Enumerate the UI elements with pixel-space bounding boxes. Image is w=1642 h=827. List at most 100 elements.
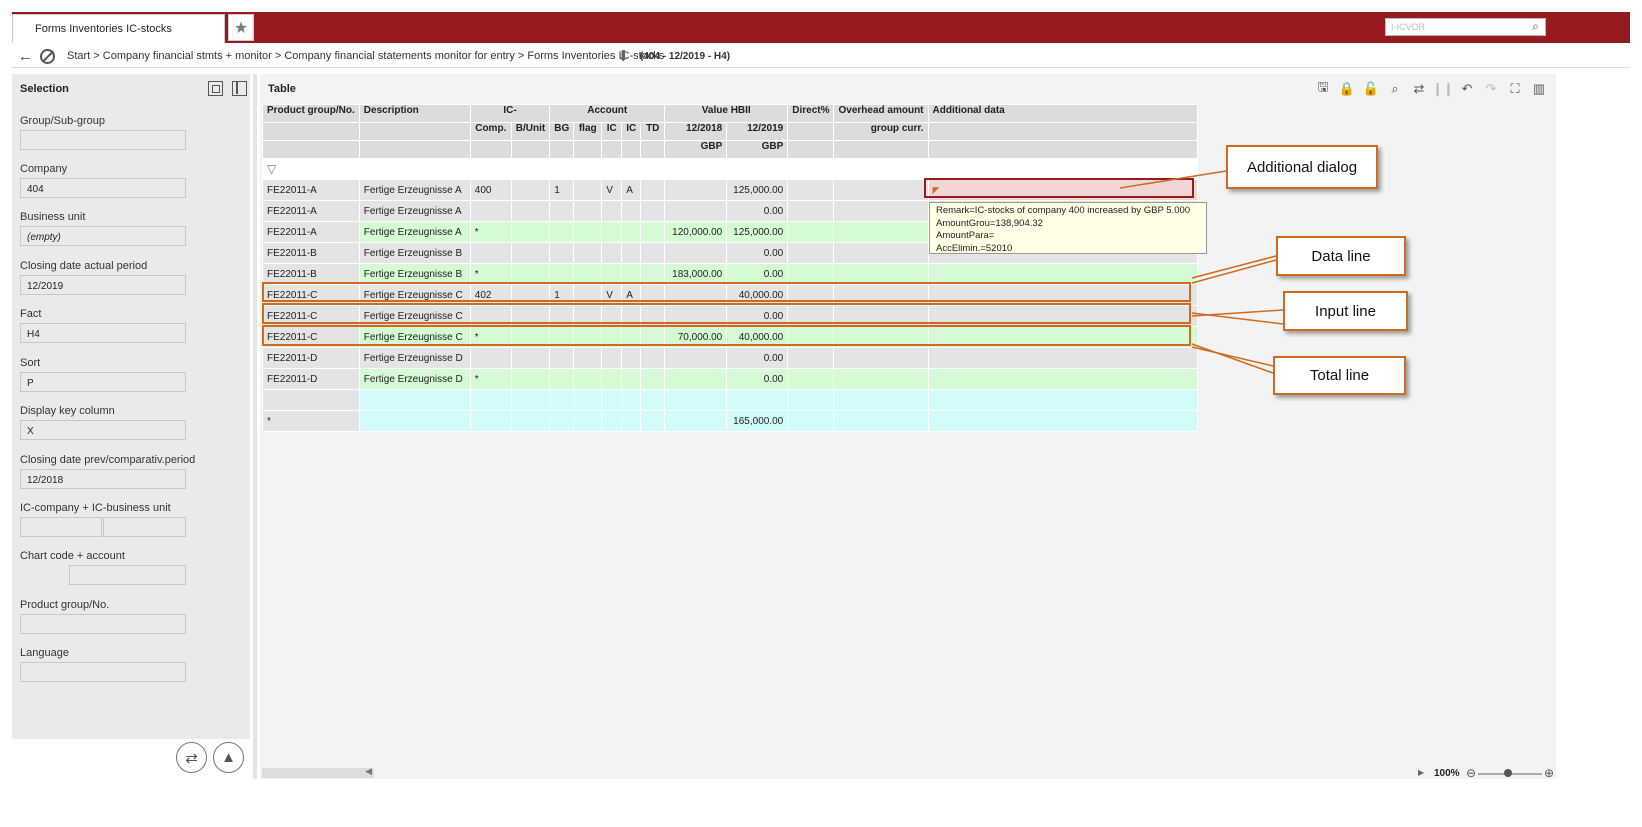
cell-v2019[interactable]: 0.00 <box>726 242 789 264</box>
cell-comp[interactable] <box>469 305 512 327</box>
search-input[interactable]: I-ICVOR ⌕ <box>1385 18 1546 36</box>
cell-v2018[interactable]: 120,000.00 <box>664 221 728 243</box>
header-comp[interactable]: Comp. <box>469 122 512 141</box>
refresh-icon[interactable]: ⇄ <box>1413 81 1425 96</box>
cell-direct[interactable] <box>787 263 835 285</box>
cell-desc[interactable]: Fertige Erzeugnisse A <box>358 221 471 243</box>
cell-flag[interactable] <box>573 179 603 201</box>
company-field[interactable]: 404 <box>20 178 186 198</box>
cell-ic2[interactable] <box>621 326 642 348</box>
cell-comp[interactable] <box>469 242 512 264</box>
cell-v2019[interactable]: 125,000.00 <box>726 179 789 201</box>
table-row[interactable] <box>262 389 1198 411</box>
cell-bunit[interactable] <box>510 410 551 432</box>
fact-field[interactable]: H4 <box>20 323 186 343</box>
cell-v2018[interactable] <box>664 179 728 201</box>
cell-desc[interactable]: Fertige Erzeugnisse D <box>358 368 471 390</box>
cell-v2018[interactable] <box>664 368 728 390</box>
cell-bg[interactable] <box>549 389 575 411</box>
download-arrow-icon[interactable]: ⬇ <box>617 48 630 65</box>
header-2018[interactable]: 12/2018 <box>664 122 728 141</box>
lock-icon[interactable]: 🔒 <box>1338 81 1356 96</box>
cell-desc[interactable]: Fertige Erzeugnisse D <box>358 347 471 369</box>
cell-bg[interactable] <box>549 242 575 264</box>
cell-ic1[interactable] <box>601 410 623 432</box>
redo-icon[interactable]: ↷ <box>1485 81 1497 96</box>
display-key-field[interactable]: X <box>20 420 186 440</box>
cell-flag[interactable] <box>573 410 603 432</box>
undo-icon[interactable]: ↶ <box>1461 81 1473 96</box>
header-group-curr[interactable]: group curr. <box>833 122 929 141</box>
cell-product[interactable]: FE22011-A <box>262 221 360 243</box>
table-row[interactable]: FE22011-C Fertige Erzeugnisse C * 70,000.00… <box>262 326 1198 348</box>
cell-direct[interactable] <box>787 389 835 411</box>
cell-desc[interactable]: Fertige Erzeugnisse C <box>358 305 471 327</box>
cell-direct[interactable] <box>787 242 835 264</box>
cell-flag[interactable] <box>573 263 603 285</box>
header-ic[interactable]: IC- <box>469 104 551 123</box>
cell-additional[interactable] <box>927 326 1198 348</box>
cell-ic2[interactable] <box>621 389 642 411</box>
tab-forms-inventories[interactable]: Forms Inventories IC-stocks <box>12 14 225 43</box>
language-field[interactable] <box>20 662 186 682</box>
cell-overhead[interactable] <box>833 242 929 264</box>
cell-product[interactable] <box>262 389 360 411</box>
cell-v2018[interactable] <box>664 410 728 432</box>
cell-overhead[interactable] <box>833 389 929 411</box>
cell-ic2[interactable] <box>621 200 642 222</box>
cell-bg[interactable] <box>549 347 575 369</box>
cell-td[interactable] <box>640 221 666 243</box>
cell-ic2[interactable] <box>621 368 642 390</box>
cell-ic1[interactable] <box>601 305 623 327</box>
cell-td[interactable] <box>640 410 666 432</box>
cell-bunit[interactable] <box>510 179 551 201</box>
cell-direct[interactable] <box>787 326 835 348</box>
cell-bunit[interactable] <box>510 263 551 285</box>
cell-desc[interactable]: Fertige Erzeugnisse B <box>358 242 471 264</box>
cell-ic1[interactable] <box>601 326 623 348</box>
cell-v2019[interactable]: 0.00 <box>726 263 789 285</box>
header-additional[interactable]: Additional data <box>927 104 1198 123</box>
table-row[interactable]: FE22011-D Fertige Erzeugnisse D * 0.00 <box>262 368 1198 390</box>
cell-ic2[interactable] <box>621 242 642 264</box>
cell-v2018[interactable] <box>664 200 728 222</box>
header-2019[interactable]: 12/2019 <box>726 122 789 141</box>
cell-product[interactable]: FE22011-A <box>262 179 360 201</box>
cell-ic1[interactable] <box>601 389 623 411</box>
cell-desc[interactable] <box>358 389 471 411</box>
cell-additional[interactable] <box>927 263 1198 285</box>
header-flag[interactable]: flag <box>573 122 603 141</box>
cell-overhead[interactable] <box>833 179 929 201</box>
cell-product[interactable]: FE22011-D <box>262 368 360 390</box>
cell-desc[interactable]: Fertige Erzeugnisse C <box>358 326 471 348</box>
cell-bg[interactable] <box>549 221 575 243</box>
cell-product[interactable]: FE22011-D <box>262 347 360 369</box>
cell-td[interactable] <box>640 389 666 411</box>
cell-desc[interactable]: Fertige Erzeugnisse A <box>358 179 471 201</box>
chart-code-account-field[interactable] <box>69 565 186 585</box>
product-group-field[interactable] <box>20 614 186 634</box>
closing-date-field[interactable]: 12/2019 <box>20 275 186 295</box>
cell-ic2[interactable] <box>621 221 642 243</box>
cell-v2018[interactable] <box>664 389 728 411</box>
breadcrumb[interactable]: Start > Company financial stmts + monito… <box>67 50 665 62</box>
zoom-out-icon[interactable]: ⊖ <box>1466 766 1477 780</box>
cell-direct[interactable] <box>787 200 835 222</box>
cell-bunit[interactable] <box>510 200 551 222</box>
cell-overhead[interactable] <box>833 200 929 222</box>
refresh-button[interactable]: ⇄ <box>176 742 207 773</box>
cancel-icon[interactable] <box>40 49 55 64</box>
business-unit-field[interactable]: (empty) <box>20 226 186 246</box>
cell-v2019[interactable]: 0.00 <box>726 368 789 390</box>
cell-comp[interactable]: * <box>469 368 512 390</box>
cell-overhead[interactable] <box>833 263 929 285</box>
cell-comp[interactable] <box>469 389 512 411</box>
table-row[interactable]: FE22011-C Fertige Erzeugnisse C 0.00 <box>262 305 1198 327</box>
back-arrow-icon[interactable]: ← <box>18 48 33 65</box>
cell-bg[interactable] <box>549 368 575 390</box>
table-row[interactable]: FE22011-D Fertige Erzeugnisse D 0.00 <box>262 347 1198 369</box>
panel-icon[interactable]: ▥ <box>1532 81 1546 96</box>
zoom-in-icon[interactable]: ⊕ <box>1544 766 1555 780</box>
header-ic2[interactable]: IC <box>621 122 642 141</box>
ic-business-unit-field[interactable] <box>103 517 186 537</box>
